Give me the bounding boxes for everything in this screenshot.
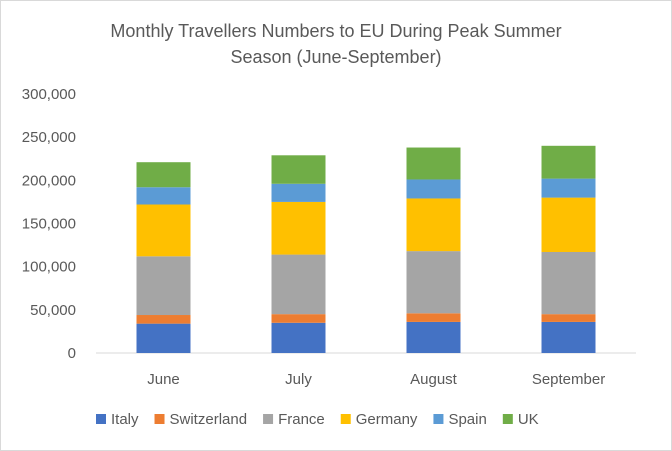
legend-label: Germany — [356, 411, 418, 428]
bar-segment-germany-september — [541, 197, 596, 252]
bars — [136, 145, 596, 353]
bar-segment-france-august — [406, 251, 461, 314]
legend-swatch — [502, 414, 513, 424]
legend-item-spain: Spain — [433, 411, 487, 428]
bar-segment-italy-june — [136, 323, 191, 353]
bar-segment-italy-july — [271, 322, 326, 353]
chart-title-line1: Monthly Travellers Numbers to EU During … — [110, 21, 562, 41]
legend-swatch — [154, 414, 165, 424]
y-tick-label: 200,000 — [22, 172, 76, 189]
bar-segment-spain-august — [406, 179, 461, 199]
bar-segment-germany-august — [406, 198, 461, 252]
bar-segment-switzerland-june — [136, 315, 191, 324]
y-tick-label: 100,000 — [22, 259, 76, 276]
legend-item-italy: Italy — [96, 411, 139, 428]
x-axis-ticks: June July August September — [147, 371, 605, 388]
legend-label: Switzerland — [170, 411, 248, 428]
legend-label: Spain — [448, 411, 486, 428]
bar-segment-france-july — [271, 254, 326, 315]
bar-segment-france-september — [541, 251, 596, 315]
y-tick-label: 50,000 — [30, 302, 76, 319]
legend-swatch — [263, 414, 274, 424]
bar-segment-switzerland-september — [541, 314, 596, 322]
legend-swatch — [340, 414, 351, 424]
legend-item-switzerland: Switzerland — [154, 411, 248, 428]
y-tick-label: 300,000 — [22, 86, 76, 103]
legend-item-uk: UK — [502, 411, 539, 428]
legend-label: UK — [518, 411, 539, 428]
bar-segment-spain-september — [541, 178, 596, 198]
y-tick-label: 0 — [68, 345, 76, 362]
x-tick-label: August — [410, 371, 458, 388]
x-tick-label: September — [532, 371, 605, 388]
legend-swatch — [96, 414, 106, 424]
x-tick-label: June — [147, 371, 180, 388]
y-tick-label: 250,000 — [22, 129, 76, 146]
bar-segment-germany-june — [136, 204, 191, 257]
y-axis-ticks: 0 50,000 100,000 150,000 200,000 250,000 300,0… — [22, 86, 76, 362]
bar-segment-spain-june — [136, 187, 191, 205]
bar-segment-uk-july — [271, 155, 326, 184]
bar-segment-italy-september — [541, 321, 596, 353]
bar-segment-italy-august — [406, 321, 461, 353]
chart-title: Monthly Travellers Numbers to EU During … — [60, 18, 612, 70]
bar-segment-spain-july — [271, 183, 326, 202]
chart-title-line2: Season (June-September) — [230, 47, 442, 67]
bar-segment-uk-june — [136, 162, 191, 188]
legend-label: France — [278, 411, 325, 428]
bar-segment-france-june — [136, 256, 191, 316]
bar-segment-germany-july — [271, 201, 326, 255]
bar-segment-switzerland-july — [271, 314, 326, 323]
bar-segment-switzerland-august — [406, 313, 461, 322]
legend-item-germany: Germany — [340, 411, 418, 428]
bar-segment-uk-september — [541, 145, 596, 179]
bar-segment-uk-august — [406, 147, 461, 180]
legend-item-france: France — [263, 411, 325, 428]
y-tick-label: 150,000 — [22, 216, 76, 233]
legend-label: Italy — [111, 411, 139, 428]
legend: Italy Switzerland France Germany Spain UK — [96, 411, 539, 428]
x-tick-label: July — [285, 371, 312, 388]
legend-swatch — [433, 414, 444, 424]
